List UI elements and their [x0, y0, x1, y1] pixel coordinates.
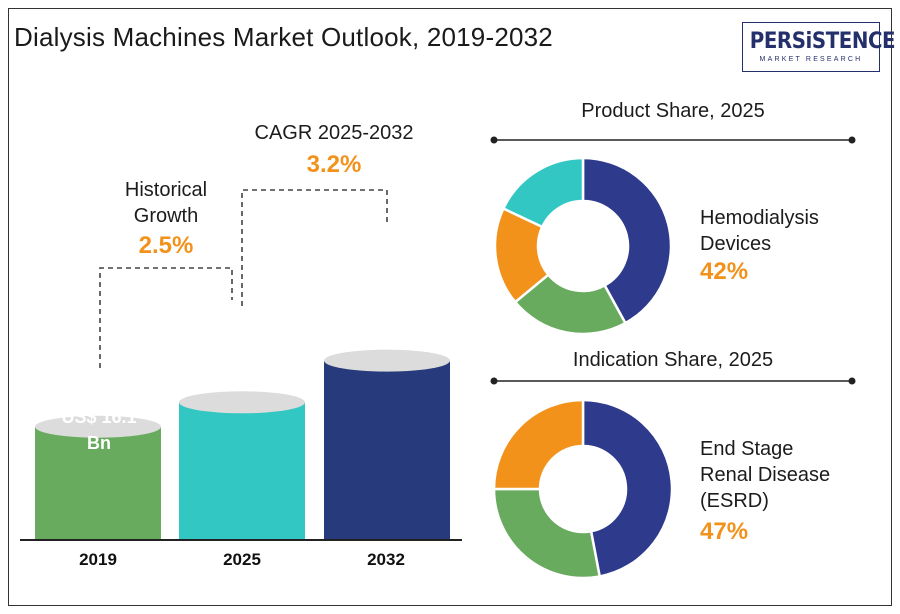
donut1-slice-0: [581, 156, 673, 325]
cagr-connector: [241, 189, 388, 306]
logo-wordmark: PERSiSTENCE: [749, 29, 896, 54]
indication-highlight-line3: (ESRD): [700, 490, 769, 512]
bar-value-label-2032: US$ 23.4 Bn: [324, 261, 450, 313]
indication-highlight-line1: End Stage: [700, 438, 794, 460]
historical-label-line1: Historical: [124, 179, 208, 201]
historical-growth-value: 2.5%: [138, 232, 194, 259]
bar-2032: [324, 360, 450, 540]
bar-value-label-2025: US$ 18.8 Bn: [180, 341, 306, 393]
bar-value-2025-line2: Bn: [231, 370, 255, 390]
cagr-label: CAGR 2025-2032: [254, 122, 414, 144]
donut2-slice-0: [581, 398, 674, 578]
product-divider-dot-right: [848, 136, 856, 144]
page-title: Dialysis Machines Market Outlook, 2019-2…: [14, 22, 553, 52]
indication-divider-dot-right: [848, 377, 856, 385]
donut1-slice-3: [501, 156, 585, 229]
bar-value-2025-line1: US$ 18.8: [205, 344, 281, 364]
bar-chart: [35, 349, 450, 540]
bar-value-2019-line1: US$ 16.1: [61, 407, 137, 427]
logo-tagline: MARKET RESEARCH: [759, 56, 863, 63]
bar-value-2019-line2: Bn: [87, 433, 111, 453]
bar-top-2019: [35, 415, 161, 438]
bar-2019: [35, 426, 161, 540]
bar-2025: [179, 402, 305, 540]
indication-highlight-line2: Renal Disease: [700, 464, 831, 486]
donut2-slice-1: [492, 487, 602, 580]
product-share-donut: [493, 156, 673, 336]
x-tick-2032: 2032: [367, 550, 405, 569]
bar-top-2032: [324, 349, 450, 372]
product-share-title: Product Share, 2025: [581, 100, 765, 122]
bar-value-2032-line2: Bn: [375, 290, 399, 310]
product-highlight-label: Hemodialysis Devices: [700, 205, 880, 257]
indication-highlight-label: End Stage Renal Disease (ESRD): [700, 436, 885, 514]
product-highlight-line2: Devices: [700, 233, 772, 255]
donut2-slice-2: [492, 398, 585, 491]
product-divider-dot-left: [490, 136, 498, 144]
product-highlight-line1: Hemodialysis: [700, 207, 819, 229]
historical-growth-label: Historical Growth: [100, 177, 232, 229]
bar-value-label-2019: US$ 16.1 Bn: [36, 404, 162, 456]
cagr-value: 3.2%: [306, 151, 362, 178]
bar-top-2025: [179, 391, 305, 414]
historical-connector: [99, 267, 233, 368]
x-tick-2019: 2019: [79, 550, 117, 569]
persistence-logo: PERSiSTENCE MARKET RESEARCH: [742, 22, 896, 72]
historical-label-line2: Growth: [133, 205, 199, 227]
bar-value-2032-line1: US$ 23.4: [349, 264, 425, 284]
product-highlight-value: 42%: [700, 258, 749, 285]
indication-highlight-value: 47%: [700, 518, 749, 545]
indication-share-title: Indication Share, 2025: [572, 349, 774, 371]
x-tick-2025: 2025: [223, 550, 261, 569]
indication-share-donut: [492, 398, 674, 580]
indication-divider-dot-left: [490, 377, 498, 385]
